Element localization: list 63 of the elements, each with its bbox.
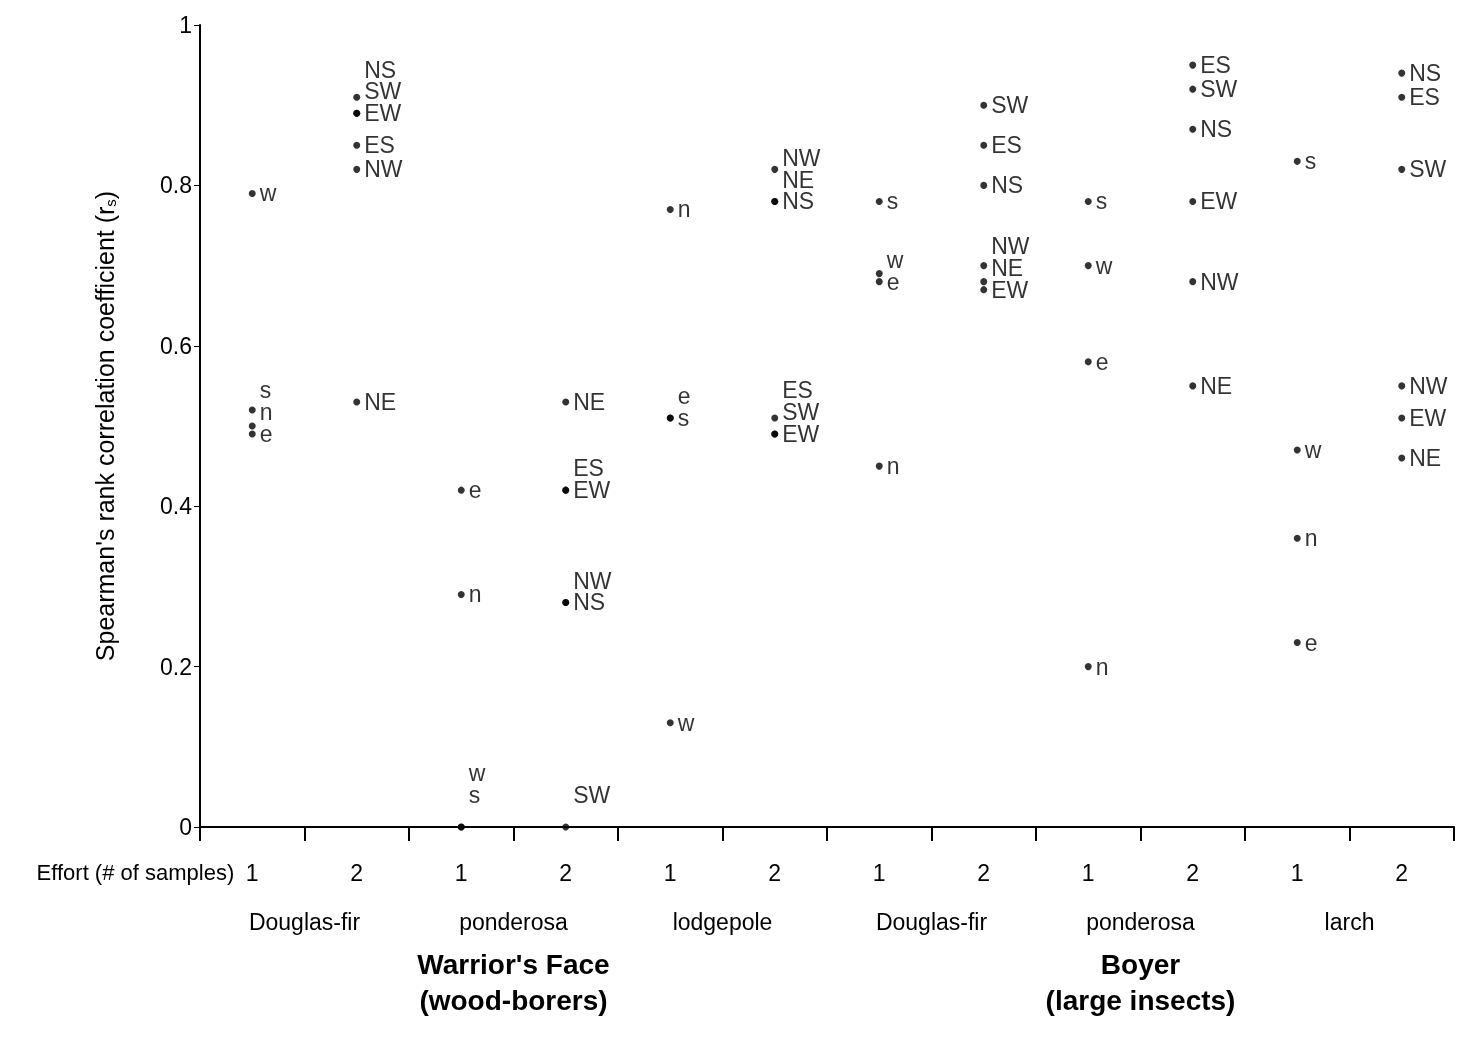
text: NE — [1409, 445, 1442, 472]
y-tick-label: 0 — [179, 814, 192, 840]
y-tick-label: 0.8 — [160, 172, 192, 199]
text: e — [468, 477, 482, 504]
text: NW — [1200, 268, 1239, 295]
y-tick-label: 1 — [179, 12, 192, 38]
text: ES — [991, 132, 1022, 159]
text: NE — [573, 388, 606, 415]
series-label: NE — [364, 388, 397, 415]
text: w — [1304, 437, 1322, 464]
text: Douglas-fir — [248, 909, 361, 935]
x-tick-label: 2 — [1395, 859, 1409, 886]
y-tick-label: 0.2 — [160, 653, 192, 680]
series-label: NW — [364, 156, 403, 183]
text: Warrior's Face (wood-borers) — [417, 948, 610, 1016]
text: ES — [1200, 52, 1231, 79]
series-label: n — [468, 581, 482, 608]
text: SW — [573, 781, 611, 808]
series-label: w — [258, 180, 277, 207]
text: ES — [1409, 84, 1440, 111]
y-tick-label: 0.6 — [160, 332, 192, 359]
text: NE — [1200, 372, 1233, 399]
text: EW — [1409, 404, 1447, 431]
text: s — [1304, 148, 1317, 175]
series-label: SW — [991, 92, 1029, 119]
text: n — [886, 453, 900, 480]
text: n — [1304, 525, 1318, 552]
text: s — [886, 188, 899, 215]
text: SW — [1200, 76, 1238, 103]
series-label: ES — [364, 132, 395, 159]
x-tick-label: 1 — [245, 859, 259, 886]
x-axis-title: Effort (# of samples) — [36, 859, 235, 885]
text: larch — [1324, 909, 1375, 935]
x-tick-label: 1 — [663, 859, 677, 886]
text: w — [1095, 252, 1113, 279]
text: s — [1095, 188, 1108, 215]
x-tick-label: 1 — [1290, 859, 1304, 886]
text: e — [1095, 348, 1109, 375]
text: EW — [1200, 188, 1238, 215]
x-tick-label: 2 — [559, 859, 573, 886]
text: n — [1095, 653, 1109, 680]
text: NW — [1409, 372, 1448, 399]
text: NS — [991, 172, 1024, 199]
text: lodgepole — [672, 909, 773, 935]
text: ponderosa — [1086, 909, 1196, 935]
text: SW — [1409, 156, 1447, 183]
text: ponderosa — [459, 909, 569, 935]
x-tick-label: 2 — [350, 859, 364, 886]
text: Douglas-fir — [875, 909, 988, 935]
text: Boyer (large insects) — [1045, 948, 1236, 1016]
text: n — [677, 196, 691, 223]
text: NS — [1200, 116, 1233, 143]
x-tick-label: 2 — [977, 859, 991, 886]
x-tick-label: 2 — [768, 859, 782, 886]
y-tick-label: 0.4 — [160, 493, 193, 520]
text: e — [1304, 629, 1318, 656]
y-axis-title: Spearman's rank correlation coefficient (rs) — [90, 190, 119, 662]
text: NS — [1409, 60, 1442, 87]
x-tick-label: 1 — [454, 859, 468, 886]
x-tick-label: 2 — [1186, 859, 1200, 886]
x-tick-label: 1 — [872, 859, 886, 886]
text: w — [677, 709, 695, 736]
x-tick-label: 1 — [1081, 859, 1095, 886]
